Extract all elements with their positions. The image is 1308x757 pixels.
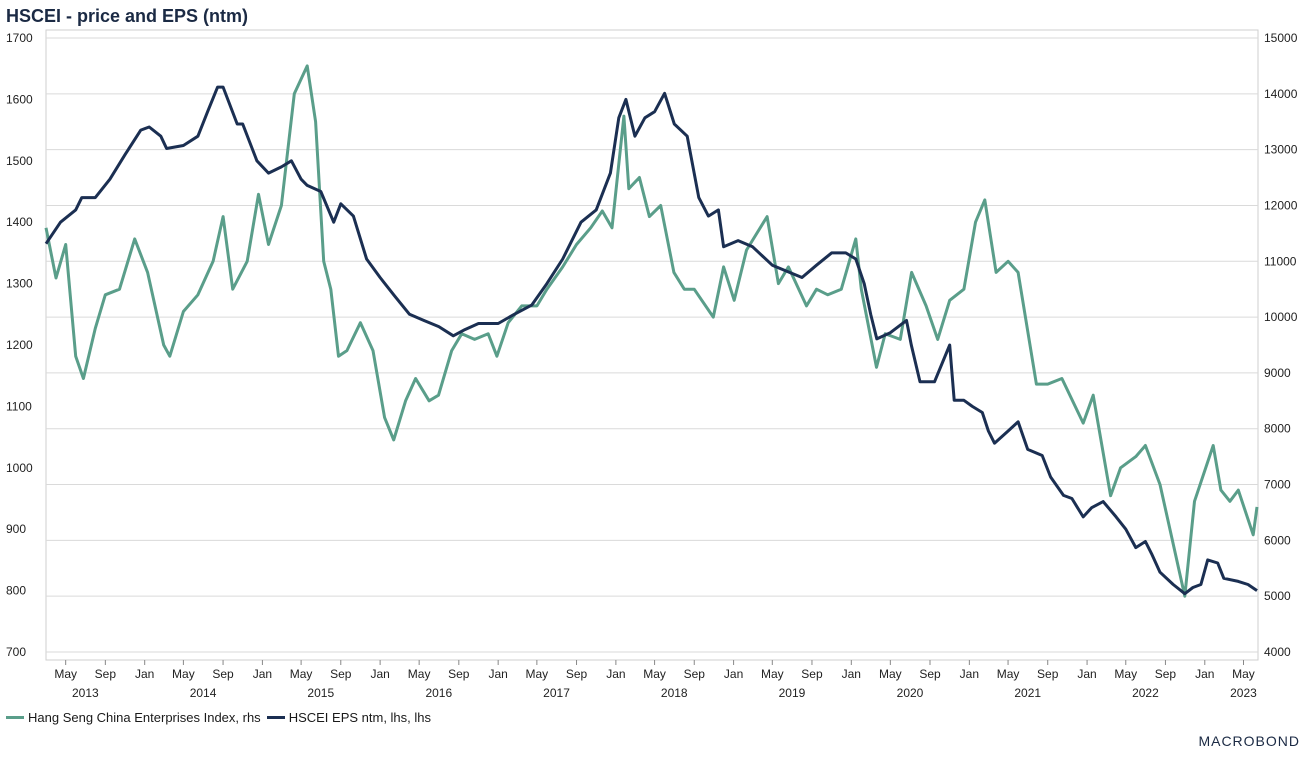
right-tick-label: 10000 (1264, 310, 1298, 324)
x-tick-label: May (408, 667, 431, 681)
x-tick-label: May (290, 667, 313, 681)
x-tick-label: Jan (1195, 667, 1214, 681)
x-tick-label: Sep (330, 667, 352, 681)
year-label: 2020 (897, 686, 924, 700)
right-tick-label: 6000 (1264, 533, 1291, 547)
left-tick-label: 1600 (6, 92, 33, 106)
right-tick-label: 8000 (1264, 422, 1291, 436)
right-tick-label: 13000 (1264, 143, 1298, 157)
x-tick-label: May (879, 667, 902, 681)
left-tick-label: 1000 (6, 461, 33, 475)
legend-swatch-price (6, 716, 24, 719)
year-label: 2018 (661, 686, 688, 700)
x-tick-label: Sep (212, 667, 234, 681)
right-axis-ticks: 4000 5000 6000 7000 8000 9000 10000 11000 12000 1… (1264, 31, 1298, 659)
x-tick-label: Jan (135, 667, 154, 681)
legend: Hang Seng China Enterprises Index, rhs H… (6, 710, 437, 725)
x-tick-label: May (172, 667, 195, 681)
x-tick-label: May (761, 667, 784, 681)
right-tick-label: 5000 (1264, 589, 1291, 603)
x-tick-label: Sep (448, 667, 470, 681)
right-tick-label: 4000 (1264, 645, 1291, 659)
x-tick-label: Jan (606, 667, 625, 681)
left-tick-label: 1700 (6, 31, 33, 45)
x-tick-label: Sep (801, 667, 823, 681)
left-tick-label: 1300 (6, 277, 33, 291)
left-tick-label: 800 (6, 584, 26, 598)
grid-lines (45, 29, 1259, 661)
year-label: 2019 (779, 686, 806, 700)
left-tick-label: 1500 (6, 154, 33, 168)
year-label: 2022 (1132, 686, 1159, 700)
right-tick-label: 14000 (1264, 87, 1298, 101)
x-axis-ticks: May Sep Jan May Sep Jan May Sep Jan May Sep Jan May S… (54, 660, 1257, 700)
series-line-price (44, 64, 1259, 598)
x-tick-label: May (997, 667, 1020, 681)
right-tick-label: 12000 (1264, 198, 1298, 212)
left-tick-label: 1100 (6, 399, 32, 413)
series-line-eps (44, 85, 1258, 596)
legend-item-eps[interactable]: HSCEI EPS ntm, lhs, lhs (266, 710, 432, 725)
x-tick-label: Sep (684, 667, 706, 681)
x-tick-label: Jan (842, 667, 861, 681)
x-tick-label: May (1232, 667, 1255, 681)
x-tick-label: May (54, 667, 77, 681)
right-tick-label: 7000 (1264, 478, 1291, 492)
year-label: 2013 (72, 686, 99, 700)
x-tick-label: Jan (488, 667, 507, 681)
legend-label-price: Hang Seng China Enterprises Index, rhs (28, 710, 261, 725)
year-label: 2015 (307, 686, 334, 700)
left-tick-label: 1200 (6, 338, 33, 352)
year-label: 2021 (1014, 686, 1041, 700)
legend-label-eps: HSCEI EPS ntm, lhs, lhs (288, 710, 432, 725)
year-label: 2014 (190, 686, 217, 700)
year-label: 2017 (543, 686, 570, 700)
x-tick-label: Sep (1037, 667, 1059, 681)
year-label: 2016 (425, 686, 452, 700)
x-tick-label: Sep (1155, 667, 1177, 681)
left-tick-label: 900 (6, 522, 26, 536)
x-tick-label: Jan (370, 667, 389, 681)
left-tick-label: 700 (6, 645, 26, 659)
left-axis-ticks: 700 800 900 1000 1100 1200 1300 1400 1500 1600 170… (6, 31, 33, 659)
x-tick-label: May (643, 667, 666, 681)
x-tick-label: Jan (253, 667, 272, 681)
legend-item-price[interactable]: Hang Seng China Enterprises Index, rhs (6, 710, 261, 725)
x-tick-label: Sep (95, 667, 117, 681)
series-group (44, 64, 1259, 598)
x-tick-label: Jan (960, 667, 979, 681)
right-tick-label: 15000 (1264, 31, 1298, 45)
right-tick-label: 11000 (1264, 254, 1297, 268)
x-tick-label: May (526, 667, 549, 681)
right-tick-label: 9000 (1264, 366, 1291, 380)
legend-swatch-eps (266, 716, 285, 719)
x-tick-label: Jan (724, 667, 743, 681)
x-tick-label: Sep (566, 667, 588, 681)
year-label: 2023 (1230, 686, 1257, 700)
x-tick-label: Sep (919, 667, 941, 681)
macrobond-logo: MACROBOND (1198, 733, 1300, 749)
x-tick-label: May (1114, 667, 1137, 681)
plot-frame (45, 29, 1259, 661)
left-tick-label: 1400 (6, 215, 33, 229)
x-tick-label: Jan (1077, 667, 1096, 681)
chart-title: HSCEI - price and EPS (ntm) (6, 6, 249, 26)
